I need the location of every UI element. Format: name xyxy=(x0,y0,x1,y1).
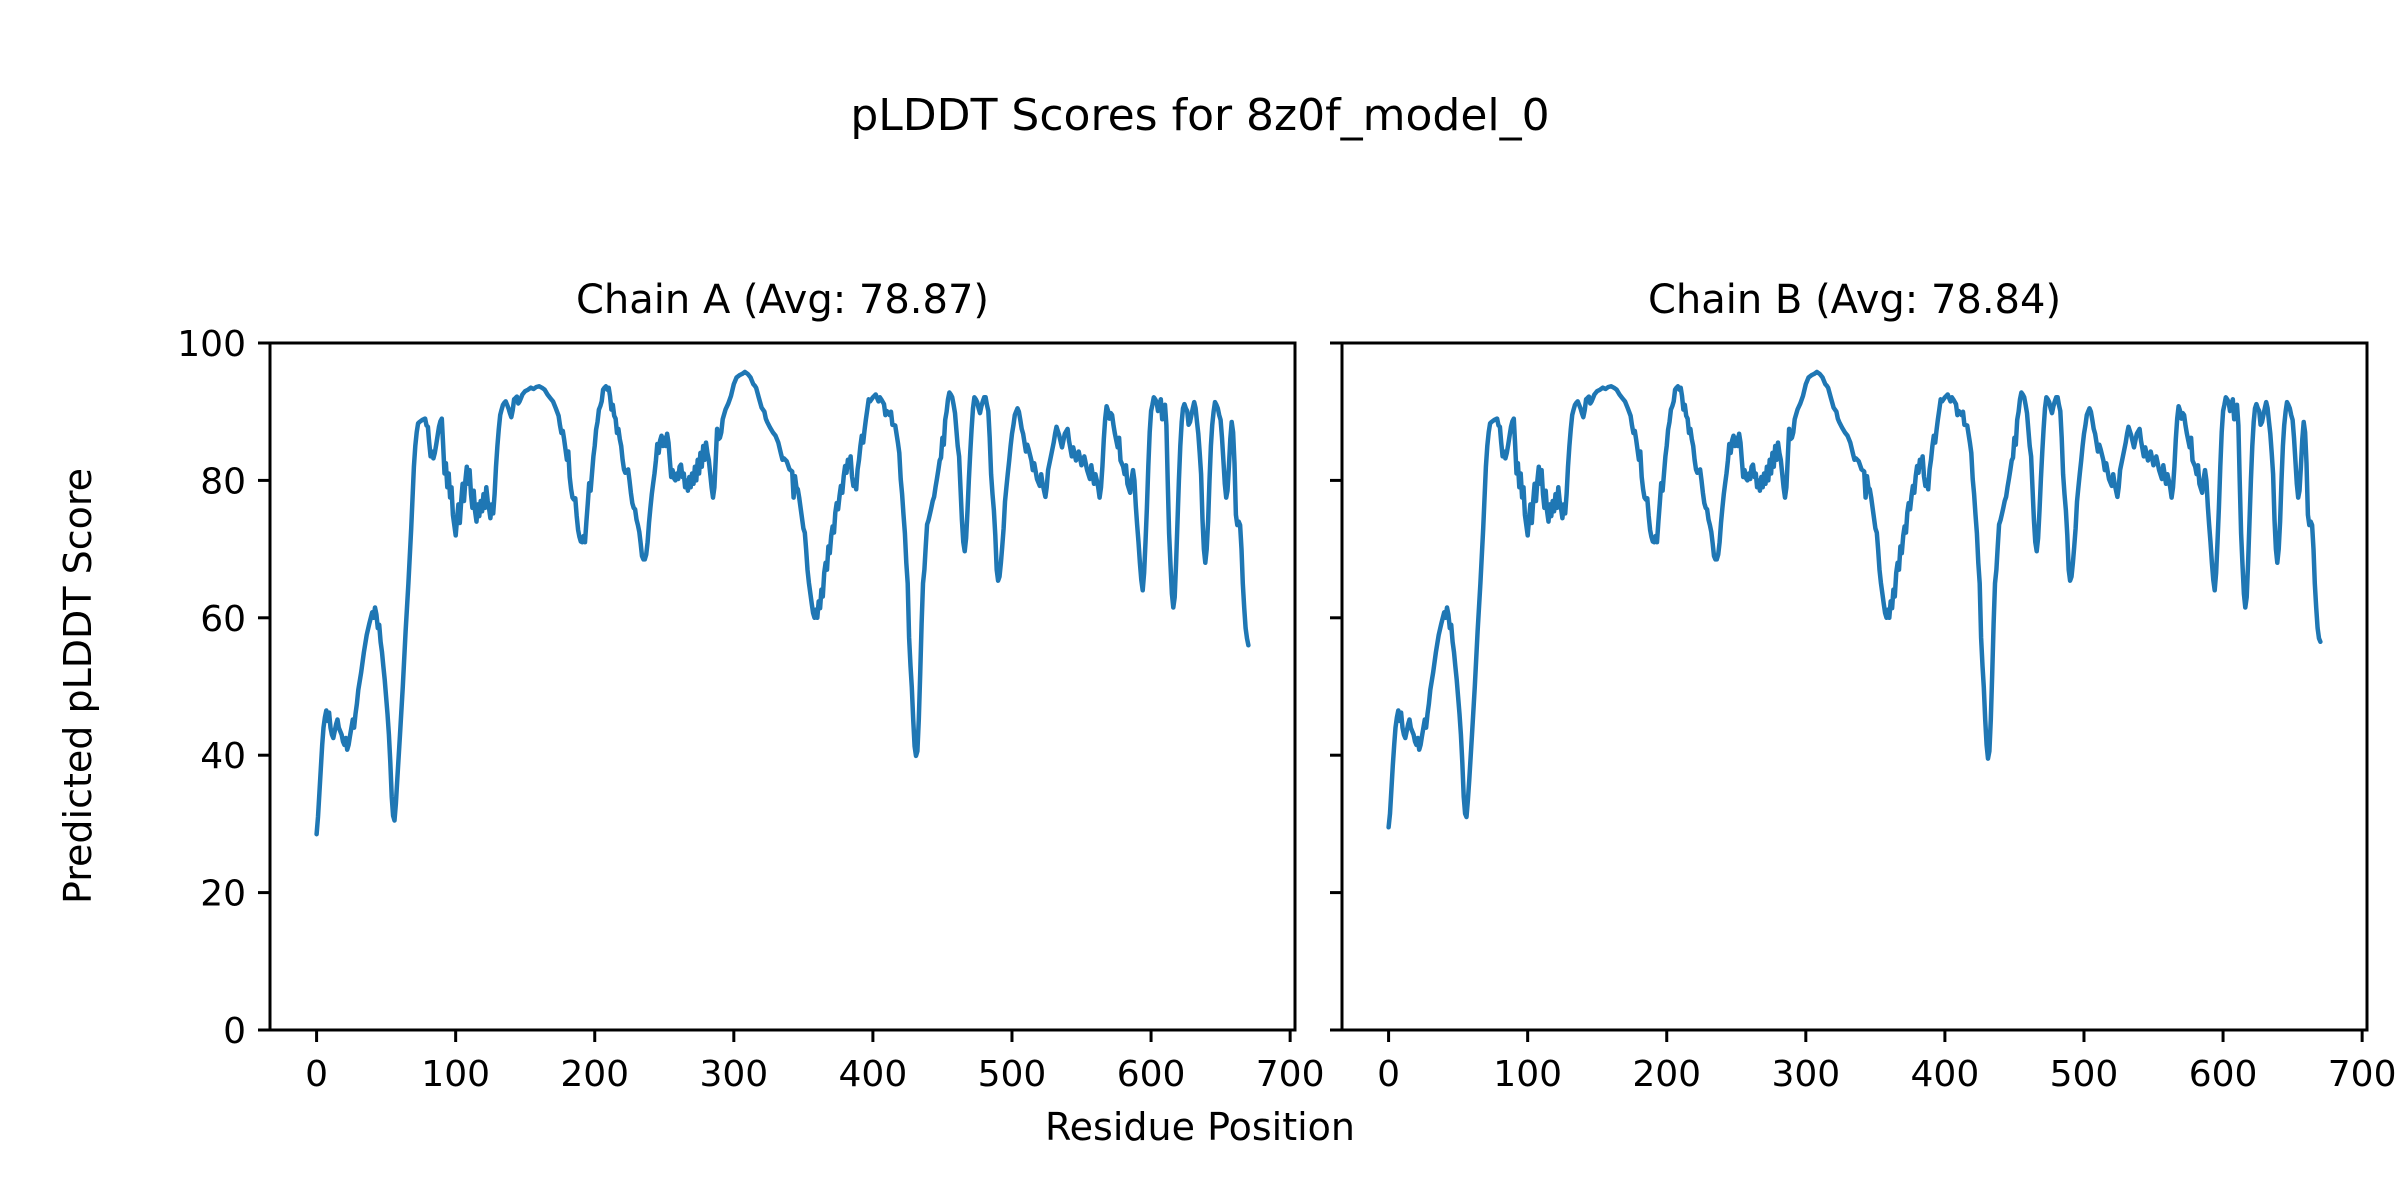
x-tick-label: 600 xyxy=(1117,1054,1186,1095)
x-tick-label: 100 xyxy=(421,1054,490,1095)
x-tick-label: 200 xyxy=(1632,1054,1701,1095)
x-tick-label: 500 xyxy=(978,1054,1047,1095)
y-tick-label: 0 xyxy=(223,1011,246,1052)
x-axis-label: Residue Position xyxy=(1044,1105,1356,1149)
chain-b-subplot-title: Chain B (Avg: 78.84) xyxy=(1647,277,2062,323)
y-tick-label: 100 xyxy=(177,324,246,365)
axes-frame xyxy=(268,341,1297,1032)
x-tick-label: 400 xyxy=(839,1054,908,1095)
y-tick-label: 20 xyxy=(200,874,246,915)
plddt-line xyxy=(314,369,1251,837)
x-tick-label: 0 xyxy=(1377,1054,1400,1095)
x-tick-label: 700 xyxy=(2328,1054,2397,1095)
y-axis-label: Predicted pLDDT Score xyxy=(56,468,100,904)
x-tick-label: 400 xyxy=(1911,1054,1980,1095)
x-tick-label: 100 xyxy=(1493,1054,1562,1095)
x-tick-label: 300 xyxy=(699,1054,768,1095)
y-tick-label: 80 xyxy=(200,461,246,502)
axes-frame xyxy=(1340,341,2369,1032)
x-tick-label: 700 xyxy=(1256,1054,1325,1095)
chain-b-axes: 0 100 200 300 400 500 600 700 xyxy=(1330,341,2396,1095)
y-tick-label: 60 xyxy=(200,599,246,640)
x-tick-label: 200 xyxy=(560,1054,629,1095)
x-tick-label: 500 xyxy=(2050,1054,2119,1095)
chain-a-subplot-title: Chain A (Avg: 78.87) xyxy=(575,277,990,323)
x-tick-label: 300 xyxy=(1771,1054,1840,1095)
figure-title: pLDDT Scores for 8z0f_model_0 xyxy=(850,90,1550,141)
plddt-line xyxy=(1386,369,2323,830)
chain-a-axes: 0 100 200 300 400 500 600 700 0 20 40 60 80 100 xyxy=(177,324,1324,1095)
x-tick-label: 0 xyxy=(305,1054,328,1095)
x-tick-label: 600 xyxy=(2189,1054,2258,1095)
y-tick-label: 40 xyxy=(200,736,246,777)
